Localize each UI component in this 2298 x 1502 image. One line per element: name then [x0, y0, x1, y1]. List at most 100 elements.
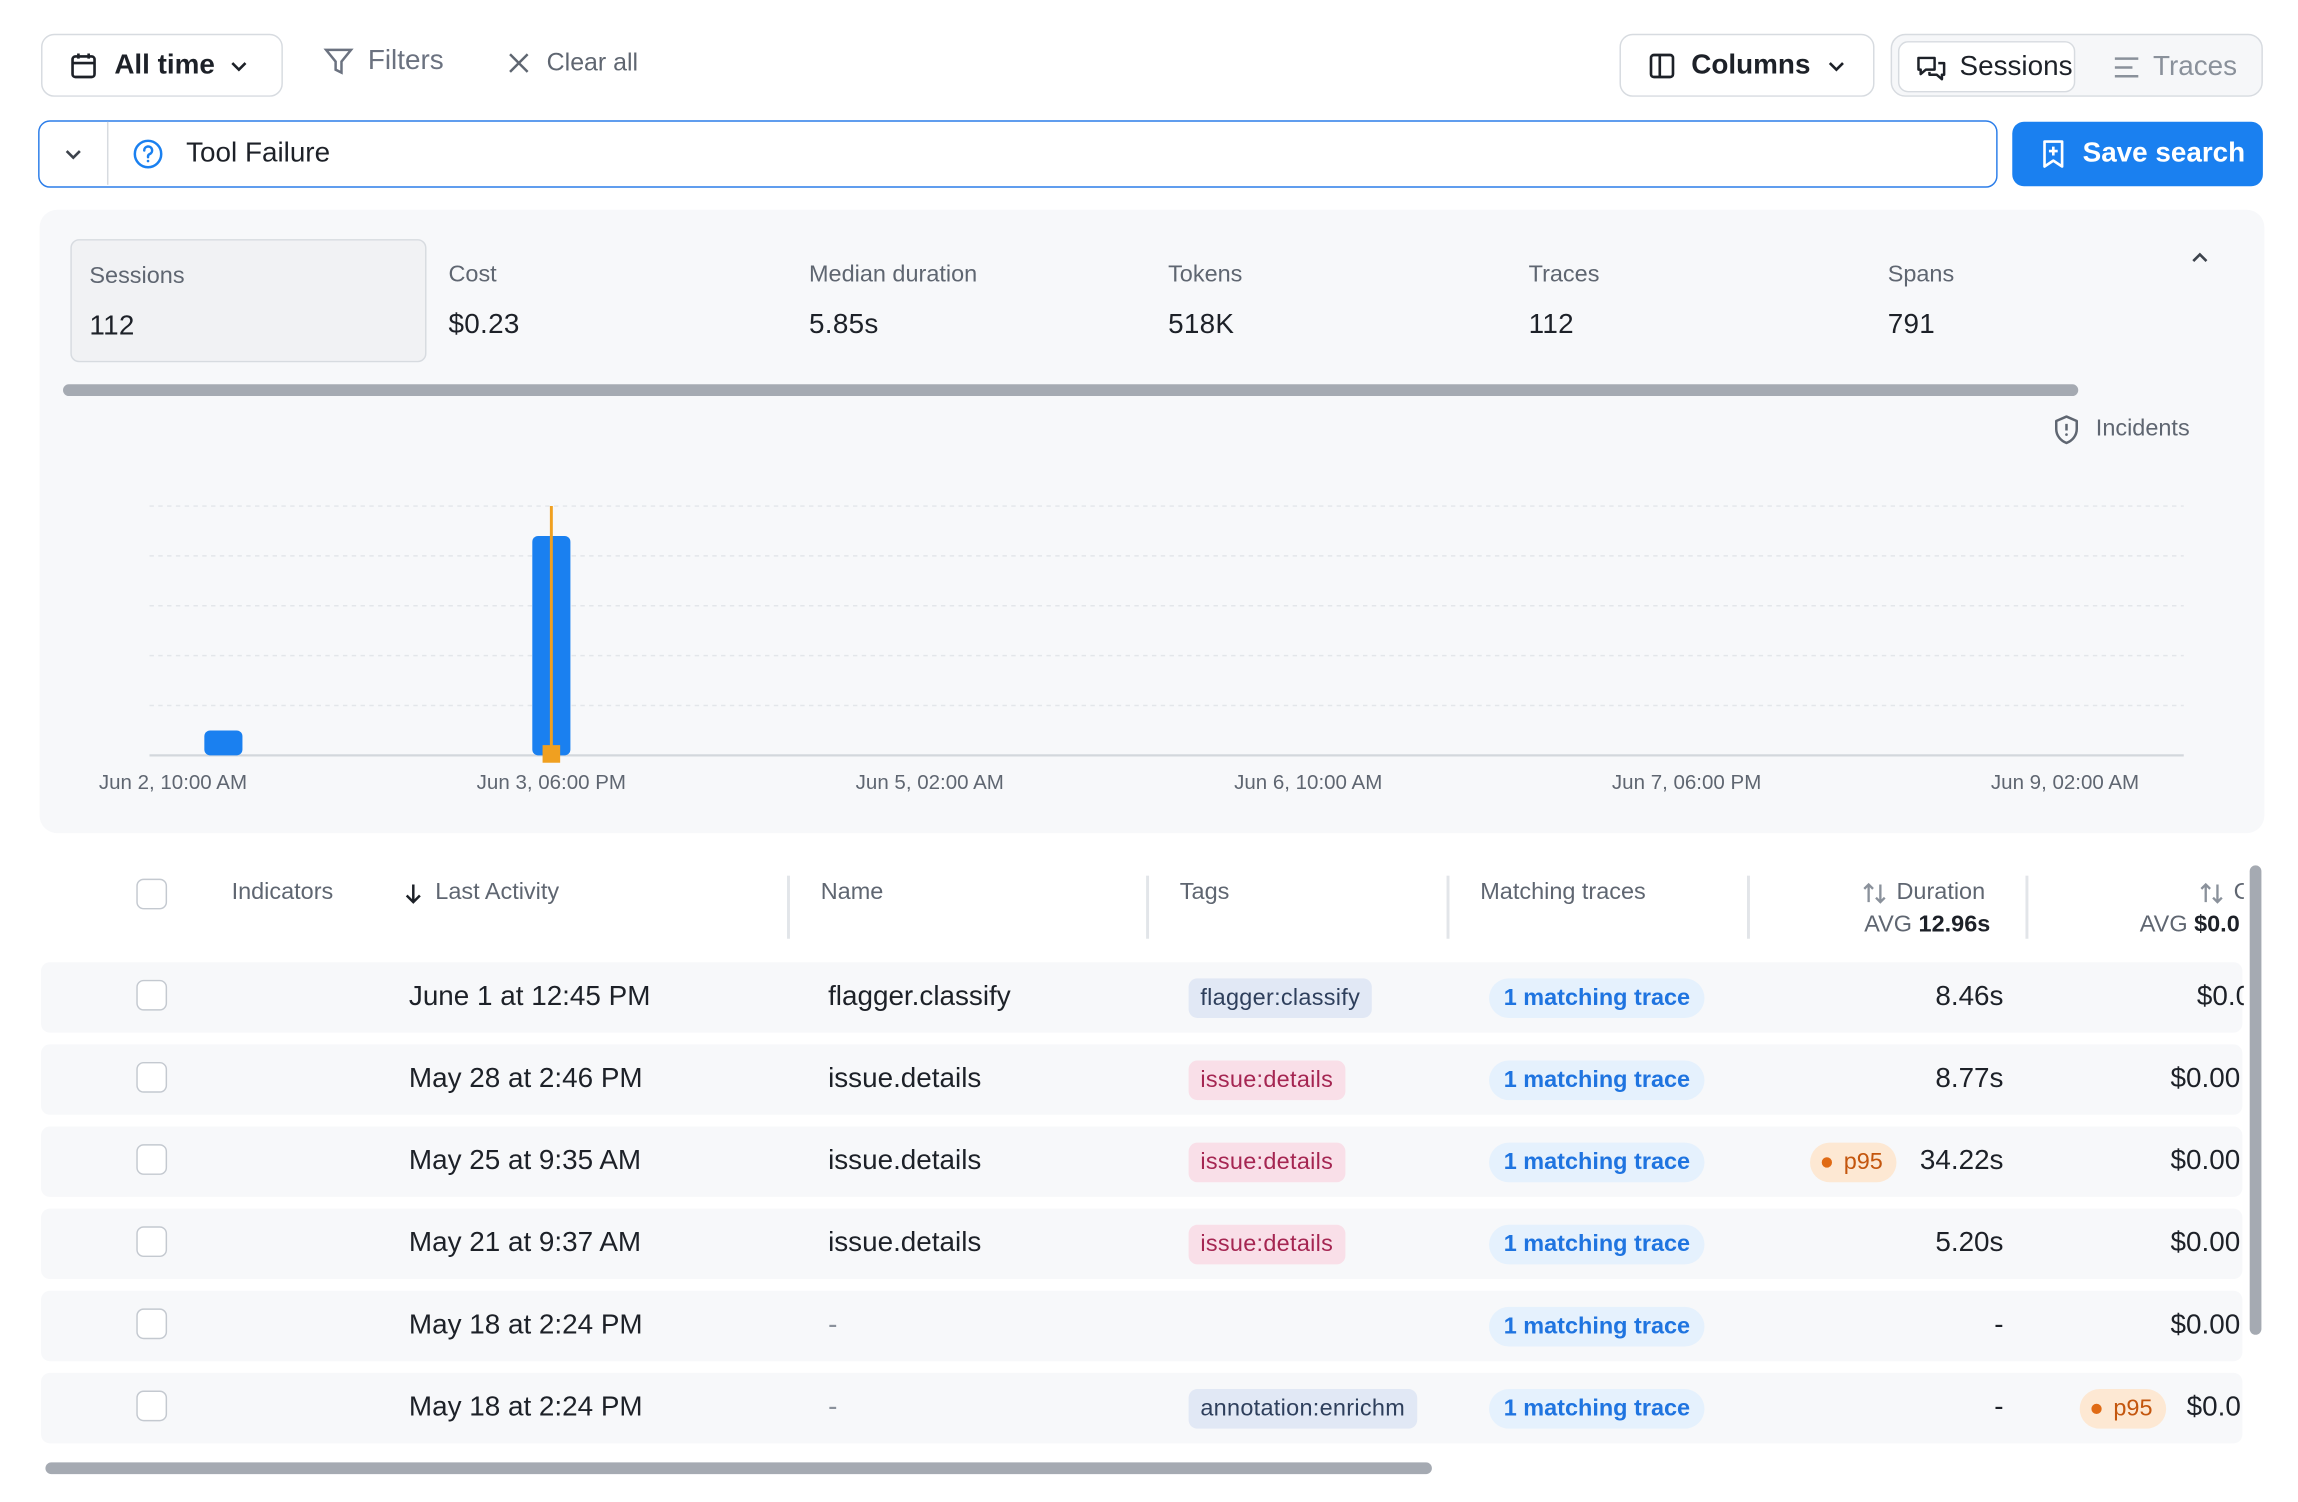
chart-bar[interactable] [204, 730, 243, 756]
table-horizontal-scrollbar[interactable] [45, 1462, 1432, 1475]
traces-view-tab[interactable]: Traces [2112, 41, 2237, 92]
stat-label: Cost [448, 262, 497, 288]
chat-bubbles-icon [1916, 52, 1948, 81]
col-tags[interactable]: Tags [1179, 880, 1230, 906]
last-activity-cell: May 25 at 9:35 AM [408, 1145, 642, 1177]
select-all-checkbox[interactable] [136, 878, 168, 910]
stat-value: 112 [1528, 309, 1574, 341]
save-search-label: Save search [2082, 137, 2246, 169]
summary-panel: Sessions 112 Cost $0.23 Median duration … [39, 209, 2265, 834]
sessions-chart: Jun 2, 10:00 AM Jun 3, 06:00 PM Jun 5, 02:… [99, 505, 2184, 794]
status-dot-icon [2091, 1403, 2102, 1414]
tag-chip[interactable]: flagger:classify [1188, 978, 1372, 1018]
table-vertical-scrollbar[interactable] [2249, 865, 2262, 1335]
table-row[interactable] [41, 1372, 2243, 1444]
sort-arrows-icon [2198, 880, 2224, 906]
incident-marker[interactable] [542, 745, 561, 763]
column-divider[interactable] [787, 875, 790, 939]
matching-traces-link[interactable]: 1 matching trace [1489, 978, 1705, 1018]
filters-label: Filters [367, 45, 444, 77]
table-row[interactable] [41, 1208, 2243, 1280]
column-divider[interactable] [1746, 875, 1750, 939]
matching-traces-link[interactable]: 1 matching trace [1489, 1389, 1705, 1429]
name-cell: issue.details [828, 1145, 982, 1177]
stat-sessions[interactable]: Sessions 112 [70, 239, 427, 363]
filters-button[interactable]: Filters [322, 45, 444, 77]
time-range-button[interactable]: All time [41, 33, 283, 97]
column-divider[interactable] [2025, 875, 2029, 939]
cost-cell: $0.0 [2196, 981, 2252, 1013]
tag-chip[interactable]: issue:details [1188, 1224, 1345, 1265]
tag-chip[interactable]: annotation:enrichm [1188, 1389, 1417, 1429]
duration-cell: - [1994, 1309, 2004, 1341]
chart-x-tick-label: Jun 7, 06:00 PM [1612, 771, 1761, 794]
cost-cell: $0.00 [2170, 1227, 2241, 1259]
stat-median-duration[interactable]: Median duration 5.85s [791, 239, 1147, 362]
duration-cell: 34.22s [1919, 1145, 2004, 1177]
stats-scrollbar[interactable] [63, 384, 2079, 397]
table-row[interactable] [41, 1126, 2243, 1197]
avg-value: $0.0 [2194, 912, 2240, 938]
chart-x-tick-label: Jun 3, 06:00 PM [477, 771, 626, 794]
last-activity-cell: May 18 at 2:24 PM [408, 1391, 643, 1423]
chevron-down-icon [227, 54, 250, 77]
matching-traces-link[interactable]: 1 matching trace [1489, 1142, 1705, 1183]
last-activity-cell: May 28 at 2:46 PM [408, 1063, 643, 1095]
table-row[interactable] [41, 962, 2243, 1033]
tag-chip[interactable]: issue:details [1188, 1142, 1345, 1183]
col-duration[interactable]: Duration [1861, 880, 1985, 906]
last-activity-cell: June 1 at 12:45 PM [408, 981, 651, 1013]
duration-cell: 8.77s [1935, 1063, 2004, 1095]
tag-chip[interactable]: issue:details [1188, 1060, 1345, 1101]
col-matching-traces[interactable]: Matching traces [1480, 880, 1646, 906]
columns-label: Columns [1691, 49, 1811, 80]
row-checkbox[interactable] [136, 1061, 168, 1093]
columns-button[interactable]: Columns [1619, 33, 1875, 97]
incidents-toggle[interactable]: Incidents [2052, 414, 2190, 446]
avg-label: AVG [1864, 912, 1913, 938]
matching-traces-link[interactable]: 1 matching trace [1489, 1306, 1705, 1347]
col-name[interactable]: Name [820, 880, 884, 906]
search-input[interactable] [186, 132, 1945, 177]
chart-x-tick-label: Jun 5, 02:00 AM [856, 771, 1004, 794]
row-checkbox[interactable] [136, 1308, 168, 1340]
stat-spans[interactable]: Spans 791 [1870, 239, 2226, 362]
column-divider[interactable] [1146, 875, 1150, 939]
table-row[interactable] [41, 1044, 2243, 1115]
last-activity-cell: May 18 at 2:24 PM [408, 1309, 643, 1341]
row-checkbox[interactable] [136, 1226, 168, 1258]
row-checkbox[interactable] [136, 979, 168, 1011]
column-divider[interactable] [1446, 875, 1450, 939]
filter-icon [322, 45, 354, 77]
sessions-view-tab[interactable]: Sessions [1897, 41, 2076, 93]
collapse-chevron-up-icon[interactable] [2188, 246, 2211, 269]
row-checkbox[interactable] [136, 1144, 168, 1175]
chart-x-tick-label: Jun 2, 10:00 AM [99, 771, 247, 794]
stat-label: Spans [1887, 262, 1955, 288]
cost-cell: $0.0 [2186, 1391, 2241, 1423]
stat-tokens[interactable]: Tokens 518K [1150, 239, 1506, 362]
stat-cost[interactable]: Cost $0.23 [431, 239, 787, 362]
matching-traces-link[interactable]: 1 matching trace [1489, 1060, 1705, 1101]
clear-all-button[interactable]: Clear all [506, 48, 638, 77]
col-indicators[interactable]: Indicators [231, 880, 334, 906]
matching-traces-link[interactable]: 1 matching trace [1489, 1224, 1705, 1265]
cost-average: AVG $0.0 [2140, 912, 2240, 938]
cost-cell: $0.00 [2170, 1309, 2241, 1341]
table-row[interactable] [41, 1290, 2243, 1362]
avg-label: AVG [2139, 912, 2188, 938]
arrow-down-icon [402, 882, 425, 905]
traces-view-label: Traces [2152, 50, 2238, 82]
p95-label: p95 [2113, 1396, 2153, 1422]
stat-traces[interactable]: Traces 112 [1511, 239, 1867, 362]
close-icon [506, 50, 532, 76]
save-search-button[interactable]: Save search [2012, 121, 2263, 187]
p95-badge: p95 [2079, 1389, 2166, 1429]
stat-value: 791 [1887, 309, 1936, 341]
search-mode-dropdown[interactable] [40, 121, 109, 185]
col-last-activity[interactable]: Last Activity [402, 880, 559, 906]
row-checkbox[interactable] [136, 1390, 168, 1422]
avg-value: 12.96s [1918, 912, 1991, 938]
col-cost[interactable]: C [2198, 880, 2251, 906]
help-circle-icon[interactable] [132, 138, 164, 170]
